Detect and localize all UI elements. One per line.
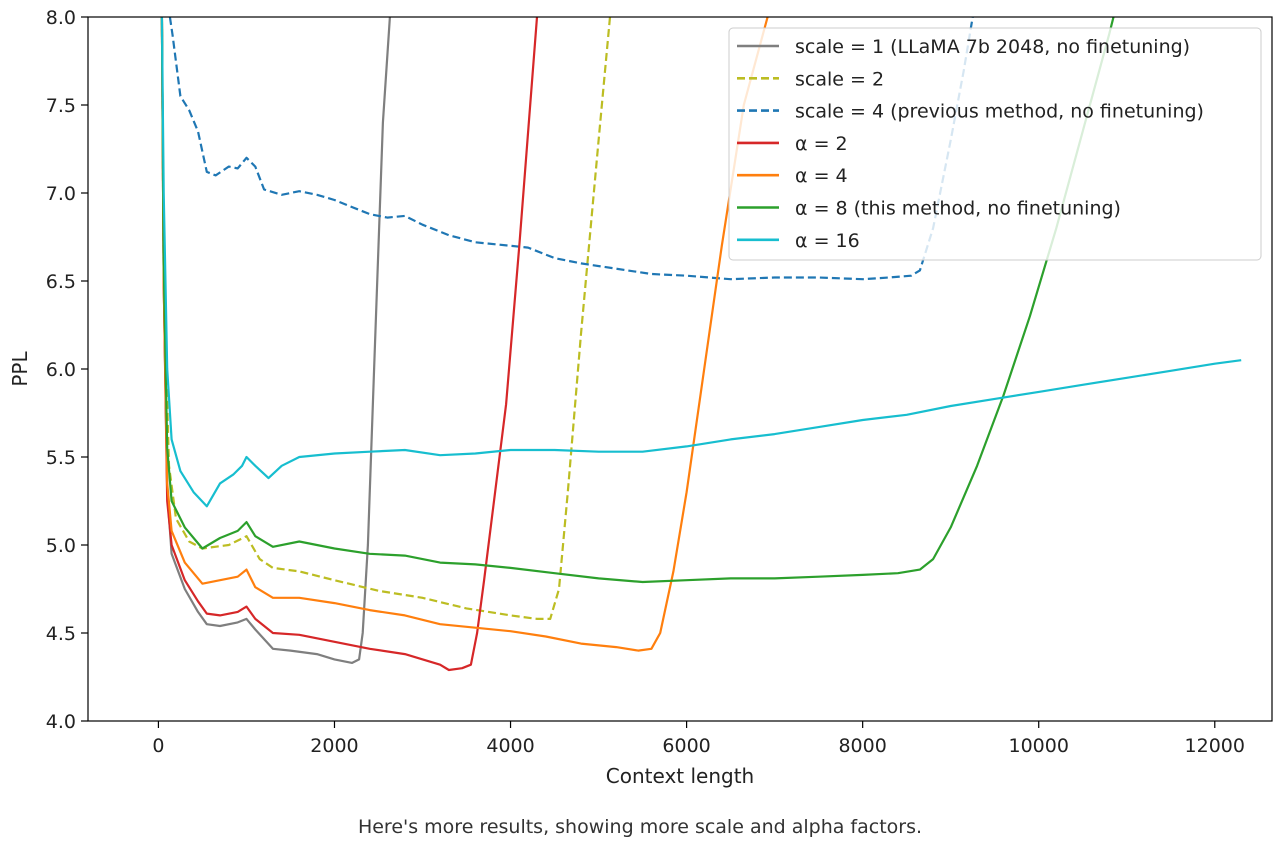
x-tick-label: 10000 [1008,735,1068,757]
y-tick-label: 6.0 [46,359,76,381]
y-tick-label: 4.5 [46,623,76,645]
series-line-5 [160,17,1115,584]
legend-entry-label: α = 4 [795,165,848,187]
y-tick-label: 6.5 [46,271,76,293]
x-tick-label: 8000 [838,735,886,757]
legend-entry-label: α = 8 (this method, no finetuning) [795,198,1121,220]
y-tick-label: 8.0 [46,7,76,29]
y-tick-label: 5.5 [46,447,76,469]
y-tick-label: 5.0 [46,535,76,557]
ppl-line-chart: 0 2000 4000 6000 8000 10000 12000 4.0 4.5 5.0 5.5 6… [8,7,1273,788]
axis-layer: 0 2000 4000 6000 8000 10000 12000 4.0 4.5 5.0 5.5 6… [46,7,1245,757]
x-axis-label: Context length [606,764,754,788]
figure-caption: Here's more results, showing more scale … [357,816,923,838]
legend-entry-label: α = 16 [795,230,860,252]
series-line-3 [160,17,539,672]
series-line-4 [160,17,769,652]
legend-entry-label: α = 2 [795,133,848,155]
series-line-2 [168,17,974,281]
series-line-1 [160,17,612,620]
y-axis-label: PPL [8,351,32,387]
legend-box [728,27,1262,261]
series-line-0 [160,17,391,664]
legend: scale = 1 (LLaMA 7b 2048, no finetuning)… [728,27,1262,261]
x-tick-label: 12000 [1185,735,1245,757]
legend-entry-label: scale = 1 (LLaMA 7b 2048, no finetuning) [795,36,1190,58]
legend-entry-label: scale = 2 [795,68,884,90]
legend-entry-label: scale = 4 (previous method, no finetunin… [795,101,1204,123]
series-layer [160,17,1242,672]
x-tick-label: 2000 [310,735,358,757]
x-tick-label: 6000 [662,735,710,757]
y-tick-label: 7.5 [46,95,76,117]
y-tick-label: 7.0 [46,183,76,205]
y-tick-label: 4.0 [46,711,76,733]
x-tick-label: 0 [152,735,164,757]
series-line-6 [160,17,1242,508]
x-tick-label: 4000 [486,735,534,757]
